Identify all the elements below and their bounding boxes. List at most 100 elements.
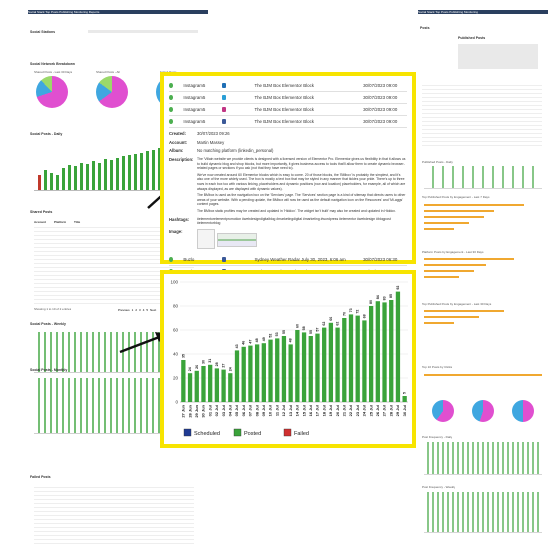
bar [382,302,387,402]
bar [315,333,320,402]
data-label: 72 [356,310,360,314]
x-tick-label: 23 Jul [355,405,360,416]
table-row[interactable]: Instagram5 The BJM Box Elementor Block 3… [169,80,407,92]
left-page: Social Stack Top Posts Publishing Monito… [28,10,208,550]
right-filter-block [458,44,538,69]
bar [275,338,280,402]
x-tick-label: 01 Jul [207,405,212,416]
data-label: 43 [235,344,239,348]
post-image-thumbnail-1[interactable] [197,228,215,249]
right-hbar-chart-1 [424,202,542,242]
bar [368,306,374,402]
data-label: 57 [315,328,319,332]
bar [208,364,213,402]
data-label: 27 [222,364,226,368]
x-tick-label: 28 Jul [388,405,393,416]
bar [288,344,293,402]
bar [248,345,253,402]
x-tick-label: 06 Jul [241,405,246,416]
posts-bar-chart: 0 20 40 60 80 100 35 27 Jun 24 28 Jun 26 29 Jun 30 30… [170,280,408,437]
x-tick-label: 17 Jul [315,405,320,416]
legend-label: Scheduled [194,431,220,437]
table-row[interactable]: Instagram5 The BJM Box Elementor Block 3… [169,104,407,116]
legend-label: Posted [244,431,261,437]
data-label: 49 [262,337,266,341]
x-tick-label: 19 Jul [328,405,333,416]
x-tick-label: 04 Jul [227,405,232,416]
right-chart-title-1: Published Posts - Daily [422,160,453,164]
right-pie-1 [432,400,454,422]
col-title: Title [74,220,81,224]
right-chart-6 [424,442,542,475]
x-tick-label: 03 Jul [221,405,226,416]
data-label: 48 [289,338,293,342]
bar [301,332,307,402]
table-row[interactable]: Instagram5 The BJM Box Elementor Block 3… [169,92,407,104]
legend-label: Failed [294,431,309,437]
x-tick-label: 12 Jul [281,405,286,416]
right-pie-2 [472,400,494,422]
data-label: 28 [215,362,219,366]
x-tick-label: 28 Jun [187,404,192,417]
data-label: 5 [403,392,407,394]
data-label: 62 [322,322,326,326]
data-label: 52 [269,334,273,338]
bar [375,301,380,402]
x-tick-label: 05 Jul [234,405,239,416]
post-rows-top: Instagram5 The BJM Box Elementor Block 3… [169,80,407,128]
bar [348,314,354,402]
right-nav-bar[interactable]: Social Stack Top Posts Publishing Monito… [418,10,548,14]
right-chart-title-6: Post Frequency - Daily [422,435,453,439]
x-tick-label: 25 Jul [368,405,373,416]
linkedin-icon [222,83,227,88]
data-label: 24 [188,367,192,371]
bar [295,330,300,402]
post-image-thumbnail-2[interactable] [217,232,257,247]
right-chart-1 [424,166,542,189]
x-tick-label: 27 Jul [382,405,387,416]
x-tick-label: 08 Jul [254,405,259,416]
pie-chart-all [96,76,128,108]
x-tick-label: 11 Jul [274,405,279,416]
status-icon [169,95,174,100]
bar [234,350,240,402]
zoom-post-details: Instagram5 The BJM Box Elementor Block 3… [160,72,416,278]
x-tick-label: 09 Jul [261,405,266,416]
right-sub-title: Published Posts [458,36,486,40]
left-pager[interactable]: Previous 1 2 3 4 5 Next [118,308,157,312]
left-nav-bar[interactable]: Social Stack Top Posts Publishing Monito… [28,10,208,14]
right-chart-title-4: Top Published Posts by Engagement - Last… [422,302,492,306]
x-tick-label: 18 Jul [321,405,326,416]
bar [214,368,220,402]
data-label: 66 [329,317,333,321]
bar [402,396,407,402]
y-tick-label: 40 [173,352,179,357]
right-hbar-chart-3 [424,308,542,338]
table-row[interactable]: Buzlo Sydney Weather Radar July 30, 2023… [169,254,407,266]
data-label: 92 [396,286,400,290]
chart1-title: Social Posts - Daily [30,132,63,136]
chart3-title: Social Posts - Monthly [30,368,68,372]
failed-posts-table [34,484,194,544]
bar [281,336,287,402]
status-icon [169,83,174,88]
data-label: 83 [383,296,387,300]
right-hbar-chart-4 [424,372,542,378]
status-icon [169,256,174,262]
table-row[interactable]: Instagram5 The BJM Box Elementor Block 3… [169,116,407,128]
bar [201,366,206,402]
y-tick-label: 0 [175,400,178,405]
bar [395,291,401,402]
data-label: 70 [342,312,346,316]
zoom-bar-chart: 0 20 40 60 80 100 35 27 Jun 24 28 Jun 26 29 Jun 30 30… [160,270,416,448]
bar [342,318,347,402]
pie-title-1: Shared Posts - Last 30 Days [34,70,73,74]
x-tick-label: 30 Jul [402,405,407,416]
data-label: 30 [201,360,205,364]
post-detail-panel: Created: 30/07/2023 09:26 Account: Martin … [169,131,407,251]
data-label: 55 [282,330,286,334]
bar [228,373,233,402]
bar [254,344,260,402]
data-label: 47 [248,340,252,344]
bar [268,339,273,402]
